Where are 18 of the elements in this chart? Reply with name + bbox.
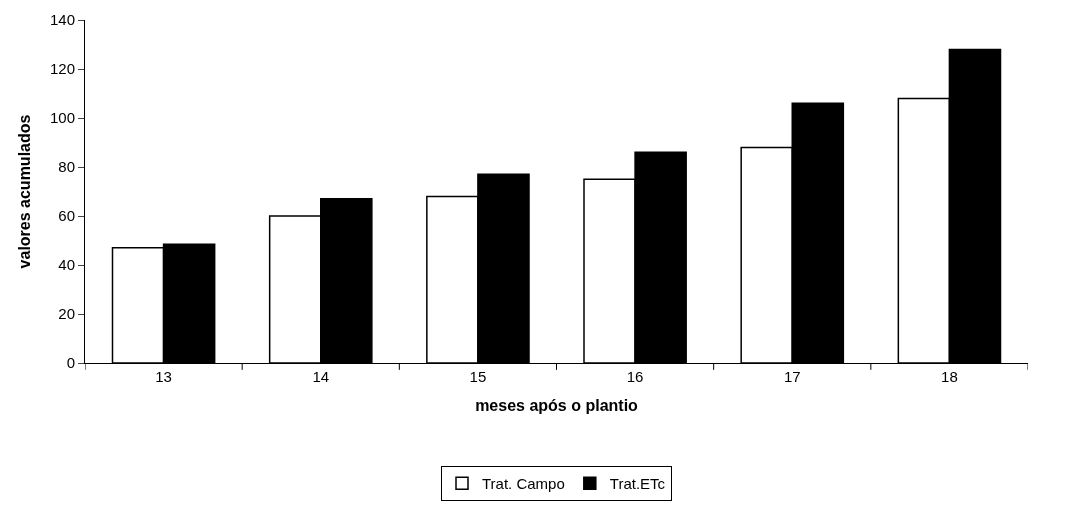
y-tick-label: 140 xyxy=(49,11,75,29)
y-tick-label: 80 xyxy=(58,158,75,176)
x-tick-label: 13 xyxy=(155,368,172,385)
y-axis-title: valores acumulados xyxy=(15,114,33,269)
legend-label: Trat. Campo xyxy=(482,475,565,492)
y-tick-label: 0 xyxy=(66,354,75,372)
y-tick-label: 60 xyxy=(58,207,75,225)
y-tick-label: 40 xyxy=(58,256,75,274)
x-axis-title: meses após o plantio xyxy=(475,396,639,414)
x-tick-label: 15 xyxy=(469,368,487,385)
x-tick-label: 17 xyxy=(783,368,801,385)
y-tick-label: 20 xyxy=(58,305,75,323)
x-tick-label: 14 xyxy=(312,368,330,385)
x-tick-label: 16 xyxy=(626,368,644,385)
legend-label: Trat.ETc xyxy=(609,475,666,492)
y-tick-label: 100 xyxy=(49,109,75,127)
x-tick-label: 18 xyxy=(941,368,958,385)
y-tick-label: 120 xyxy=(49,60,75,78)
